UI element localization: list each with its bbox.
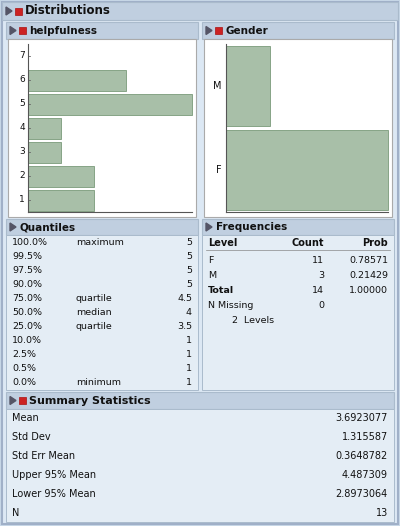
Text: 97.5%: 97.5%: [12, 266, 42, 275]
Text: Total: Total: [208, 286, 234, 295]
Bar: [202, 235, 394, 390]
Polygon shape: [6, 7, 12, 15]
Text: 0.3648782: 0.3648782: [336, 451, 388, 461]
Text: 100.0%: 100.0%: [12, 238, 48, 247]
Text: 10.0%: 10.0%: [12, 336, 42, 345]
Polygon shape: [10, 223, 16, 231]
Bar: [6, 392, 394, 409]
Text: N: N: [12, 508, 19, 518]
Text: 6: 6: [19, 76, 25, 85]
Text: M: M: [214, 81, 222, 91]
Text: 2.5%: 2.5%: [12, 350, 36, 359]
Text: 99.5%: 99.5%: [12, 251, 42, 261]
Bar: [226, 130, 388, 210]
Text: Summary Statistics: Summary Statistics: [29, 396, 151, 406]
Bar: [6, 219, 198, 235]
Text: quartile: quartile: [76, 322, 113, 331]
Text: 3.5: 3.5: [177, 322, 192, 331]
Text: 13: 13: [376, 508, 388, 518]
Text: helpfulness: helpfulness: [29, 25, 97, 35]
Text: 5: 5: [186, 280, 192, 289]
Bar: [28, 166, 94, 187]
Text: 2  Levels: 2 Levels: [232, 316, 274, 325]
Text: Mean: Mean: [12, 413, 39, 423]
Text: 5: 5: [186, 238, 192, 247]
Bar: [202, 22, 394, 39]
Text: 1.00000: 1.00000: [349, 286, 388, 295]
Text: Prob: Prob: [362, 238, 388, 248]
Text: 50.0%: 50.0%: [12, 308, 42, 317]
Text: Std Dev: Std Dev: [12, 432, 51, 442]
Text: 4.5: 4.5: [177, 294, 192, 303]
Bar: [28, 189, 94, 210]
Bar: [6, 235, 198, 390]
Text: 14: 14: [312, 286, 324, 295]
Text: 90.0%: 90.0%: [12, 280, 42, 289]
Text: F: F: [216, 165, 222, 175]
Text: 0.78571: 0.78571: [349, 256, 388, 265]
Text: median: median: [76, 308, 112, 317]
Text: 4: 4: [19, 124, 25, 133]
Text: 11: 11: [312, 256, 324, 265]
Text: 25.0%: 25.0%: [12, 322, 42, 331]
Text: Lower 95% Mean: Lower 95% Mean: [12, 489, 96, 499]
Text: 75.0%: 75.0%: [12, 294, 42, 303]
Bar: [8, 39, 196, 217]
Polygon shape: [206, 223, 212, 231]
Text: 1: 1: [186, 365, 192, 373]
Text: Count: Count: [292, 238, 324, 248]
Text: Gender: Gender: [225, 25, 268, 35]
Polygon shape: [10, 26, 16, 35]
Text: 1: 1: [19, 196, 25, 205]
Bar: [28, 69, 126, 90]
Text: 3.6923077: 3.6923077: [336, 413, 388, 423]
Text: 4.487309: 4.487309: [342, 470, 388, 480]
Text: 3: 3: [19, 147, 25, 157]
Text: 0.0%: 0.0%: [12, 378, 36, 388]
Bar: [6, 409, 394, 522]
Text: Frequencies: Frequencies: [216, 222, 287, 232]
Text: maximum: maximum: [76, 238, 124, 247]
Bar: [215, 27, 222, 34]
Polygon shape: [10, 397, 16, 404]
Bar: [28, 141, 61, 163]
Text: Quantiles: Quantiles: [20, 222, 76, 232]
Text: 1.315587: 1.315587: [342, 432, 388, 442]
Text: 1: 1: [186, 350, 192, 359]
Text: Std Err Mean: Std Err Mean: [12, 451, 75, 461]
Text: 4: 4: [186, 308, 192, 317]
Text: 0.5%: 0.5%: [12, 365, 36, 373]
Bar: [226, 46, 270, 126]
Text: 0: 0: [318, 301, 324, 310]
Bar: [2, 2, 398, 20]
Text: 5: 5: [186, 251, 192, 261]
Bar: [28, 117, 61, 138]
Text: 2: 2: [19, 171, 25, 180]
Text: minimum: minimum: [76, 378, 121, 388]
Bar: [19, 397, 26, 404]
Bar: [204, 39, 392, 217]
Text: Level: Level: [208, 238, 237, 248]
Text: Upper 95% Mean: Upper 95% Mean: [12, 470, 96, 480]
Text: 7: 7: [19, 52, 25, 60]
Text: 1: 1: [186, 378, 192, 388]
Text: 5: 5: [186, 266, 192, 275]
Text: 2.8973064: 2.8973064: [336, 489, 388, 499]
Text: Distributions: Distributions: [25, 5, 111, 17]
Bar: [202, 219, 394, 235]
Text: N Missing: N Missing: [208, 301, 253, 310]
Bar: [6, 22, 198, 39]
Bar: [19, 27, 26, 34]
Text: 0.21429: 0.21429: [349, 271, 388, 280]
Text: quartile: quartile: [76, 294, 113, 303]
Text: 1: 1: [186, 336, 192, 345]
Text: 5: 5: [19, 99, 25, 108]
Bar: [15, 7, 22, 15]
Text: F: F: [208, 256, 213, 265]
Text: M: M: [208, 271, 216, 280]
Bar: [28, 94, 192, 115]
Polygon shape: [206, 26, 212, 35]
Text: 3: 3: [318, 271, 324, 280]
